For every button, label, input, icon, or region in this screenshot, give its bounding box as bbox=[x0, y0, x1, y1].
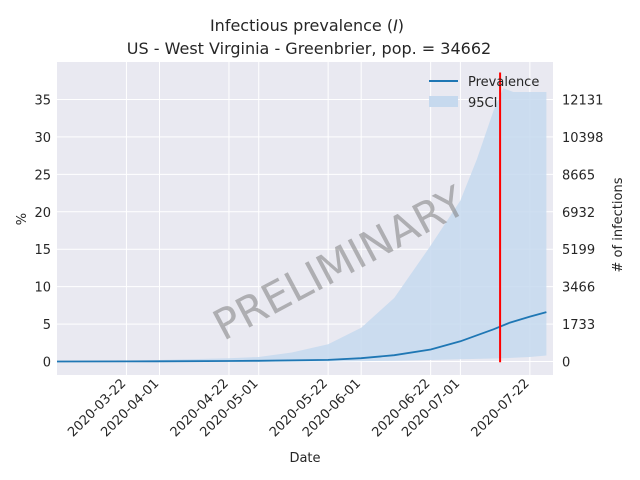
legend-label-prevalence: Prevalence bbox=[468, 75, 539, 90]
legend-label-ci: 95CI bbox=[468, 96, 497, 111]
y-axis-label-left: % bbox=[15, 213, 30, 225]
y-tick-label-right: 10398 bbox=[562, 131, 603, 146]
prevalence-line bbox=[56, 311, 547, 363]
y-tick-label-left: 10 bbox=[34, 281, 51, 296]
y-tick-label-right: 5199 bbox=[562, 243, 595, 258]
y-tick-label-left: 30 bbox=[34, 131, 51, 146]
ci-band-area bbox=[57, 88, 547, 362]
y-tick-label-left: 35 bbox=[34, 93, 51, 108]
x-tick-label: 2020-07-22 bbox=[469, 376, 533, 440]
x-axis-label: Date bbox=[289, 451, 320, 466]
y-tick-label-left: 20 bbox=[34, 206, 51, 221]
grid-layer bbox=[57, 62, 553, 375]
y-tick-label-left: 5 bbox=[43, 318, 51, 333]
y-tick-label-left: 15 bbox=[34, 243, 51, 258]
y-tick-label-right: 8665 bbox=[562, 168, 595, 183]
y-tick-label-right: 3466 bbox=[562, 281, 595, 296]
y-tick-label-right: 0 bbox=[562, 356, 570, 371]
line-layer bbox=[56, 311, 547, 363]
legend: Prevalence 95CI bbox=[429, 75, 539, 111]
chart-title: Infectious prevalence (I) bbox=[210, 16, 404, 35]
y-tick-label-right: 12131 bbox=[562, 93, 603, 108]
ci-layer bbox=[57, 88, 547, 362]
y-tick-label-right: 6932 bbox=[562, 206, 595, 221]
chart-subtitle: US - West Virginia - Greenbrier, pop. = … bbox=[127, 39, 491, 58]
y-axis-label-right: # of infections bbox=[611, 177, 626, 272]
y-tick-label-left: 0 bbox=[43, 356, 51, 371]
y-tick-label-left: 25 bbox=[34, 168, 51, 183]
y-tick-label-right: 1733 bbox=[562, 318, 595, 333]
legend-ci-swatch bbox=[429, 96, 458, 107]
